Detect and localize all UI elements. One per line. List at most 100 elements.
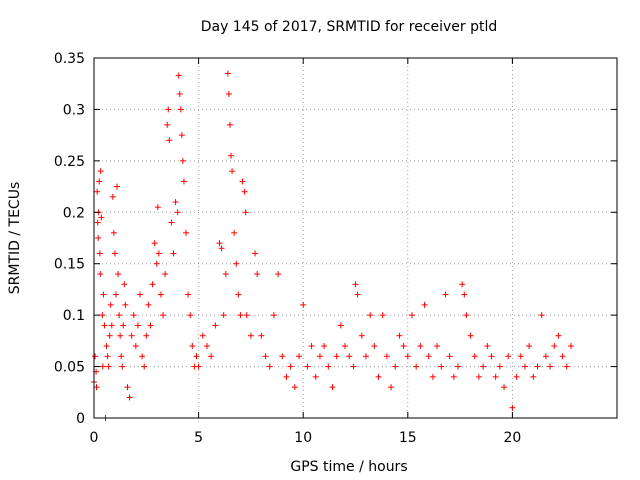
- data-point: [143, 332, 150, 339]
- data-point: [534, 363, 541, 370]
- data-point: [538, 312, 545, 319]
- data-point: [224, 70, 231, 77]
- data-point: [96, 178, 103, 185]
- data-point: [233, 260, 240, 267]
- data-point: [461, 291, 468, 298]
- data-point: [413, 363, 420, 370]
- data-point: [134, 322, 141, 329]
- data-point: [179, 157, 186, 164]
- points-layer: [91, 70, 574, 421]
- data-point: [392, 363, 399, 370]
- data-point: [266, 363, 273, 370]
- data-point: [513, 373, 520, 380]
- y-tick-label: 0.05: [54, 360, 85, 376]
- data-point: [371, 343, 378, 349]
- data-point: [106, 332, 113, 339]
- x-tick-label: 20: [503, 430, 521, 446]
- data-point: [137, 291, 144, 298]
- data-point: [530, 373, 537, 380]
- data-point: [110, 229, 117, 236]
- data-point: [325, 363, 332, 370]
- data-point: [509, 404, 516, 411]
- y-axis-label: SRMTID / TECUs: [7, 182, 23, 295]
- data-point: [231, 229, 238, 236]
- data-point: [459, 281, 466, 288]
- data-point: [283, 373, 290, 380]
- data-point: [92, 353, 99, 360]
- data-point: [475, 373, 482, 380]
- data-point: [455, 363, 462, 370]
- data-point: [225, 91, 232, 97]
- data-point: [101, 322, 108, 329]
- chart-title: Day 145 of 2017, SRMTID for receiver ptl…: [201, 19, 498, 35]
- data-point: [243, 312, 250, 319]
- data-point: [237, 312, 244, 319]
- data-point: [488, 353, 495, 360]
- data-point: [216, 240, 223, 247]
- data-point: [172, 199, 179, 205]
- grid-layer: [94, 58, 617, 418]
- data-point: [153, 260, 160, 267]
- data-point: [300, 301, 307, 308]
- data-point: [94, 188, 101, 195]
- data-point: [275, 271, 282, 277]
- data-point: [111, 250, 118, 257]
- data-point: [178, 132, 185, 139]
- data-point: [417, 343, 424, 349]
- data-point: [321, 343, 328, 349]
- data-point: [222, 271, 229, 277]
- data-point: [425, 353, 432, 360]
- data-point: [96, 250, 103, 257]
- data-point: [467, 332, 474, 339]
- data-point: [183, 229, 190, 236]
- data-point: [517, 353, 524, 360]
- data-point: [187, 312, 194, 319]
- data-point: [165, 106, 172, 113]
- data-point: [239, 178, 246, 185]
- data-point: [501, 384, 508, 391]
- data-point: [404, 353, 411, 360]
- data-point: [203, 343, 210, 349]
- data-point: [480, 363, 487, 370]
- data-point: [162, 271, 169, 277]
- data-point: [254, 271, 261, 277]
- data-point: [93, 384, 100, 391]
- x-tick-label: 15: [399, 430, 417, 446]
- x-tick-label: 10: [294, 430, 312, 446]
- data-point: [107, 301, 114, 308]
- data-point: [149, 281, 156, 288]
- data-point: [195, 363, 202, 370]
- data-point: [124, 384, 131, 391]
- data-point: [438, 363, 445, 370]
- data-point: [352, 281, 359, 288]
- data-point: [226, 121, 233, 128]
- data-point: [563, 363, 570, 370]
- x-tick-label: 5: [194, 430, 203, 446]
- data-point: [270, 312, 277, 319]
- data-point: [103, 343, 110, 349]
- data-point: [97, 168, 104, 175]
- x-tick-label: 0: [90, 430, 99, 446]
- y-tick-label: 0.35: [54, 51, 85, 67]
- data-point: [337, 322, 344, 329]
- data-point: [358, 332, 365, 339]
- data-point: [177, 106, 184, 113]
- data-point: [429, 373, 436, 380]
- data-point: [346, 353, 353, 360]
- plot-frame: [93, 57, 618, 419]
- data-point: [367, 312, 374, 319]
- data-point: [100, 291, 107, 298]
- data-point: [168, 219, 175, 226]
- data-point: [450, 373, 457, 380]
- y-tick-label: 0: [76, 411, 85, 427]
- data-point: [122, 301, 129, 308]
- data-point: [526, 343, 533, 349]
- data-point: [388, 384, 395, 391]
- data-point: [145, 301, 152, 308]
- data-point: [94, 219, 101, 226]
- data-point: [151, 240, 158, 247]
- data-point: [185, 291, 192, 298]
- data-point: [333, 353, 340, 360]
- data-point: [166, 137, 173, 144]
- data-point: [212, 322, 219, 329]
